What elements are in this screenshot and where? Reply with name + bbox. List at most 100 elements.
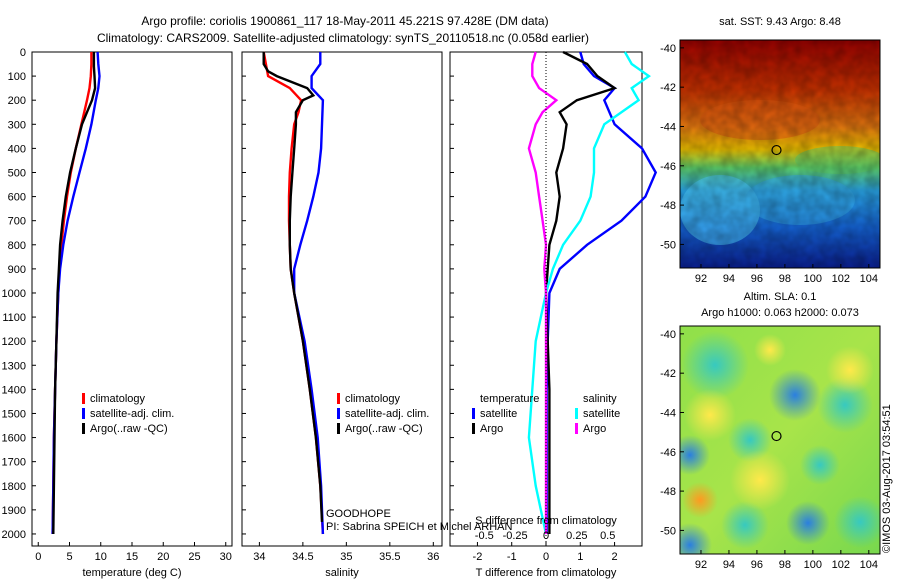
difference-s-tick-label: 0.5 — [600, 530, 615, 542]
salinity-legend-swatch — [337, 423, 340, 434]
difference-xlabel: T difference from climatology — [476, 567, 617, 579]
sla-map-title-line1: Altim. SLA: 0.1 — [744, 291, 817, 303]
salinity-frame — [241, 51, 443, 547]
sst-map-xtick-label: 94 — [723, 273, 735, 285]
difference-legend-swatch — [472, 423, 475, 434]
figure-title-line2: Climatology: CARS2009. Satellite-adjuste… — [97, 31, 589, 45]
temperature-ytick-label: 100 — [8, 71, 26, 83]
temperature-ytick-label: 1500 — [2, 408, 26, 420]
sst-map-ytick-label: -48 — [660, 200, 676, 212]
difference-legend-swatch — [575, 423, 578, 434]
temperature-ytick-label: 300 — [8, 119, 26, 131]
sst-map-xtick-label: 98 — [779, 273, 791, 285]
salinity-xtick-label: 34 — [253, 551, 265, 563]
salinity-xtick-label: 34.5 — [292, 551, 313, 563]
temperature-ytick-label: 1300 — [2, 360, 26, 372]
difference-legend-label: satellite — [480, 408, 517, 420]
salinity-series-satellite-adj-clim- — [293, 52, 325, 535]
sla-map-ytick-label: -44 — [660, 407, 676, 419]
sla-map-frame — [679, 325, 881, 555]
sst-map-frame — [679, 39, 881, 269]
sst-map-ytick-label: -46 — [660, 161, 676, 173]
sst-map-argo-marker — [771, 144, 782, 156]
sst-map-ytick-label: -44 — [660, 121, 676, 133]
sst-map-xtick-label: 102 — [832, 273, 850, 285]
sst-map-image — [680, 40, 880, 268]
difference-xtick-label: -1 — [507, 551, 517, 563]
salinity-xtick-label: 35 — [340, 551, 352, 563]
temperature-legend-label: Argo(..raw -QC) — [90, 423, 168, 435]
sst-map-ytick-label: -50 — [660, 239, 676, 251]
temperature-ytick-label: 1700 — [2, 457, 26, 469]
temperature-legend-label: satellite-adj. clim. — [90, 408, 174, 420]
difference-xtick-label: 1 — [577, 551, 583, 563]
difference-legend-label: satellite — [583, 408, 620, 420]
sla-map-xtick-label: 96 — [751, 559, 763, 571]
difference-legend-header-temperature: temperature — [480, 393, 539, 405]
sla-map-ytick-label: -46 — [660, 447, 676, 459]
difference-s-tick-label: 0 — [543, 530, 549, 542]
sst-map-panel: sat. SST: 9.43 Argo: 8.48 92 94 96 98 100 102… — [660, 16, 881, 285]
difference-xtick-label: 2 — [612, 551, 618, 563]
salinity-panel: 34 34.5 35 35.5 36 salinity climatology satelli… — [241, 51, 443, 579]
temperature-ytick-label: 2000 — [2, 529, 26, 541]
difference-series-salinity-satellite — [527, 51, 651, 535]
sla-map-xtick-label: 102 — [832, 559, 850, 571]
temperature-frame — [31, 51, 233, 547]
salinity-legend-label: satellite-adj. clim. — [345, 408, 429, 420]
difference-series-temperature-satellite — [545, 51, 658, 534]
salinity-legend-label: climatology — [345, 393, 401, 405]
difference-legend-label: Argo — [583, 423, 606, 435]
salinity-series-argo-raw-qc- — [262, 52, 324, 522]
temperature-ytick-label: 600 — [8, 192, 26, 204]
sst-map-ytick-label: -40 — [660, 43, 676, 55]
pi-label: PI: Sabrina SPEICH et Michel ARHAN — [326, 521, 513, 533]
sst-map-ytick-label: -42 — [660, 82, 676, 94]
project-label: GOODHOPE — [326, 508, 391, 520]
temperature-ytick-label: 1200 — [2, 336, 26, 348]
sst-map-title: sat. SST: 9.43 Argo: 8.48 — [719, 16, 841, 28]
temperature-xtick-label: 5 — [66, 551, 72, 563]
temperature-ytick-label: 800 — [8, 240, 26, 252]
difference-panel: -2 -1 0 1 2 T difference from climatology -0.5… — [449, 50, 658, 579]
difference-s-xlabel: S difference from climatology — [475, 515, 617, 527]
sla-map-ytick-label: -42 — [660, 368, 676, 380]
salinity-legend-label: Argo(..raw -QC) — [345, 423, 423, 435]
temperature-xtick-label: 30 — [220, 551, 232, 563]
difference-series-temperature-argo — [544, 50, 618, 534]
salinity-legend-swatch — [337, 408, 340, 419]
temperature-ytick-label: 1000 — [2, 288, 26, 300]
sla-map-xtick-label: 100 — [804, 559, 822, 571]
temperature-xtick-label: 15 — [126, 551, 138, 563]
sst-map-xtick-label: 100 — [804, 273, 822, 285]
difference-s-tick-label: -0.5 — [475, 530, 494, 542]
sst-map-xtick-label: 96 — [751, 273, 763, 285]
difference-series-salinity-argo — [527, 51, 559, 534]
sst-map-axes: 92 94 96 98 100 102 104 -40 -42 -44 -46 -48 -50 — [660, 43, 878, 285]
temperature-xtick-label: 0 — [35, 551, 41, 563]
temperature-ytick-label: 1400 — [2, 384, 26, 396]
copyright-label: ©IMOS 03-Aug-2017 03:54:51 — [881, 404, 893, 553]
difference-legend-label: Argo — [480, 423, 503, 435]
sla-map-xtick-label: 94 — [723, 559, 735, 571]
temperature-ytick-label: 900 — [8, 264, 26, 276]
temperature-legend-swatch — [82, 393, 85, 404]
temperature-series-satellite-adj-clim- — [51, 51, 101, 535]
temperature-ytick-label: 0 — [20, 47, 26, 59]
temperature-ytick-label: 700 — [8, 216, 26, 228]
temperature-ytick-label: 400 — [8, 143, 26, 155]
sla-map-panel: Altim. SLA: 0.1 Argo h1000: 0.063 h2000:… — [660, 291, 881, 571]
temperature-xtick-label: 10 — [95, 551, 107, 563]
sla-map-xtick-label: 104 — [860, 559, 878, 571]
temperature-series-argo-raw-qc- — [52, 52, 97, 535]
temperature-ytick-label: 1800 — [2, 481, 26, 493]
temperature-ytick-label: 1600 — [2, 433, 26, 445]
difference-legend-swatch — [472, 408, 475, 419]
sla-map-image — [680, 326, 880, 554]
temperature-panel: 0 5 10 15 20 25 300100200300400500600700800900… — [2, 47, 233, 579]
difference-xtick-label: -2 — [473, 551, 483, 563]
sla-map-xtick-label: 98 — [779, 559, 791, 571]
temperature-xtick-label: 25 — [188, 551, 200, 563]
sla-map-xtick-label: 92 — [695, 559, 707, 571]
